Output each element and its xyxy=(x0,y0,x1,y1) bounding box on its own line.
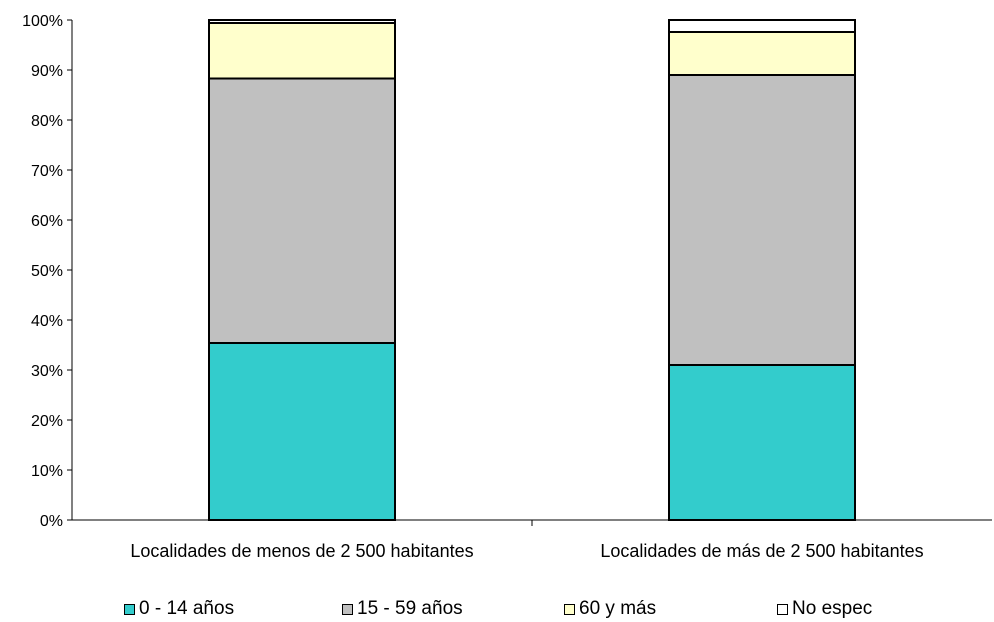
y-tick-label: 50% xyxy=(31,263,63,280)
legend-item: 60 y más xyxy=(564,598,656,620)
legend-swatch xyxy=(342,603,353,615)
bar-segment xyxy=(208,77,396,344)
x-category-label: Localidades de más de 2 500 habitantes xyxy=(600,541,923,561)
legend-item: 15 - 59 años xyxy=(342,598,463,620)
y-tick-label: 0% xyxy=(40,513,63,530)
bar-segment xyxy=(668,74,856,366)
y-tick-label: 70% xyxy=(31,163,63,180)
bar-segment xyxy=(208,22,396,80)
legend-label: No espec xyxy=(792,598,873,619)
y-tick-labels: 0% 10% 20% 30% 40% 50% 60% 70% 80% 90% 100% xyxy=(22,13,63,530)
legend-item: 0 - 14 años xyxy=(124,598,234,620)
bar-segment xyxy=(668,19,856,33)
legend: 0 - 14 años 15 - 59 años 60 y más No espec xyxy=(0,598,994,622)
legend-label: 60 y más xyxy=(579,598,657,619)
legend-swatch xyxy=(777,603,788,615)
y-tick-label: 10% xyxy=(31,463,63,480)
bar-segment xyxy=(208,342,396,521)
bar-segment xyxy=(668,31,856,76)
bar-segment xyxy=(668,364,856,521)
legend-swatch xyxy=(124,603,135,615)
y-tick-label: 20% xyxy=(31,413,63,430)
y-tick-label: 60% xyxy=(31,213,63,230)
bars xyxy=(208,19,856,521)
y-tick-label: 80% xyxy=(31,113,63,130)
x-category-label: Localidades de menos de 2 500 habitantes xyxy=(130,541,473,561)
legend-label: 0 - 14 años xyxy=(139,598,235,619)
bar-segment xyxy=(208,19,396,24)
legend-label: 15 - 59 años xyxy=(357,598,463,619)
legend-item: No espec xyxy=(777,598,872,620)
legend-swatch xyxy=(564,603,575,615)
y-tick-label: 90% xyxy=(31,63,63,80)
stacked-bar-chart: 0% 10% 20% 30% 40% 50% 60% 70% 80% 90% 100% Locali… xyxy=(22,13,992,561)
y-tick-label: 30% xyxy=(31,363,63,380)
x-category-labels: Localidades de menos de 2 500 habitantes… xyxy=(130,541,923,561)
y-tick-label: 40% xyxy=(31,313,63,330)
y-tick-label: 100% xyxy=(22,13,63,30)
